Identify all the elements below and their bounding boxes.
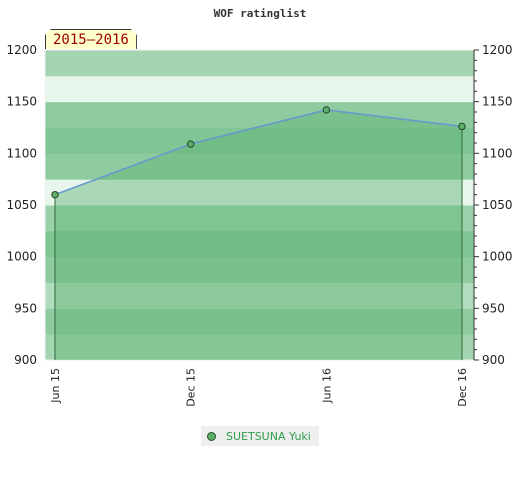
series-area [55,109,462,360]
y-tick-label-left: 1100 [6,146,37,160]
y-tick-label-left: 950 [14,301,37,315]
x-tick-label: Dec 16 [456,368,469,407]
background-band [45,127,474,154]
x-tick-label: Jun 15 [49,368,62,404]
background-bands [44,49,475,361]
y-tick-label-right: 1100 [482,146,513,160]
background-band [45,334,474,361]
background-band [45,101,474,128]
data-point [458,122,466,131]
legend-marker-icon [207,431,216,441]
y-tick-label-right: 950 [482,301,505,315]
left-y-axis: 900 950 1000 1050 1100 1150 1200 [6,43,37,367]
background-band [45,205,474,232]
data-point [186,140,195,148]
drop-lines [54,126,463,360]
background-band [45,282,474,309]
y-tick-label-left: 1000 [6,250,37,264]
y-tick-label-right: 1150 [482,95,513,109]
area-fill [55,109,462,360]
y-tick-label-right: 900 [482,353,505,367]
legend-label: SUETSUNA Yuki [226,429,311,443]
background-band [45,179,474,206]
y-tick-label-right: 1200 [482,43,513,57]
series-line [54,109,463,196]
y-tick-label-right: 1050 [482,198,513,212]
period-badge: 2015–2016 [45,29,137,49]
y-tick-label-right: 1000 [482,250,513,264]
background-band [45,50,474,77]
data-points [51,106,466,199]
y-tick-label-left: 1200 [6,43,37,57]
x-axis: Jun 15 Dec 15 Jun 16 Dec 16 [49,368,469,407]
data-point [322,106,331,114]
background-band [45,75,474,103]
background-band [45,308,474,335]
series-line-path [54,109,463,196]
y-tick-label-left: 1150 [6,95,37,109]
data-point [51,190,59,199]
x-tick-label: Dec 15 [185,368,198,407]
y-tick-label-left: 1050 [6,198,37,212]
legend[interactable]: SUETSUNA Yuki [201,426,319,446]
background-band [45,256,474,283]
right-y-axis: 900 950 1000 1050 1100 1150 1200 [473,43,513,367]
x-tick-label: Jun 16 [320,368,333,404]
background-band [45,153,474,180]
chart-title: WOF ratinglist [214,7,307,20]
y-tick-label-left: 900 [14,353,37,367]
background-band [45,230,474,258]
